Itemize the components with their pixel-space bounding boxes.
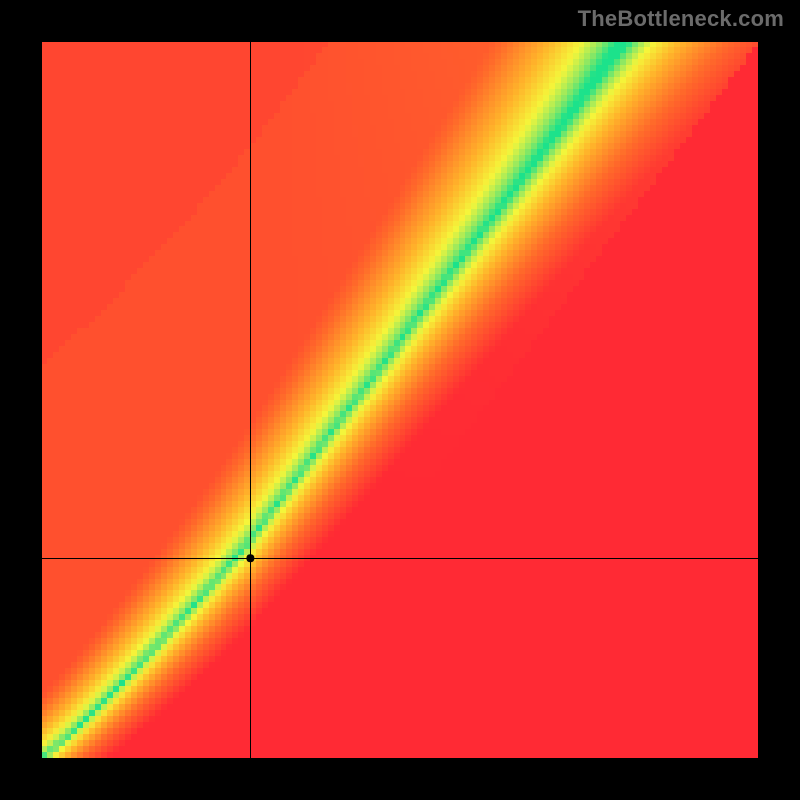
source-watermark: TheBottleneck.com [578, 6, 784, 32]
heatmap-canvas [42, 42, 758, 758]
heatmap-plot-area [42, 42, 758, 758]
